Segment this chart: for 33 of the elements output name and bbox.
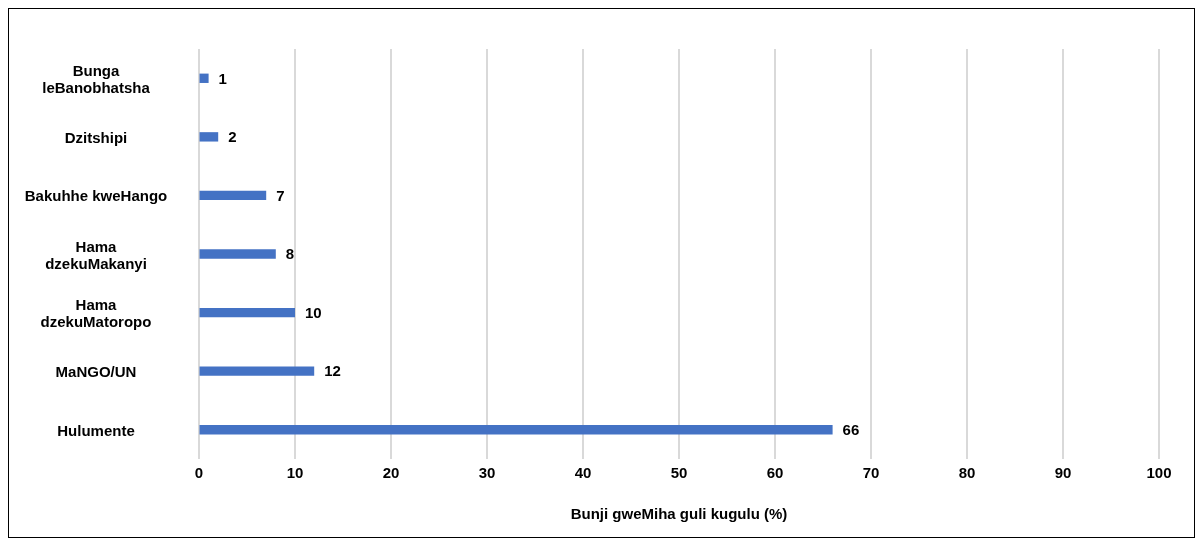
data-label: 8 bbox=[285, 245, 295, 263]
y-tick-label: Hulumente bbox=[57, 421, 135, 439]
x-tick-label: 10 bbox=[286, 463, 304, 481]
x-axis-title: Bunji gweMiha guli kugulu (%) bbox=[570, 505, 788, 522]
data-label: 7 bbox=[276, 186, 285, 204]
x-tick-label: 20 bbox=[382, 463, 400, 481]
data-label: 12 bbox=[324, 362, 341, 380]
bar bbox=[199, 132, 219, 142]
x-tick-label: 40 bbox=[574, 463, 592, 481]
bar bbox=[199, 307, 295, 318]
data-label: 10 bbox=[305, 303, 322, 321]
bar bbox=[199, 366, 315, 376]
bar bbox=[199, 73, 209, 83]
y-tick-label: Hama dzekuMakanyi bbox=[45, 237, 147, 271]
x-tick-label: 100 bbox=[1146, 463, 1172, 481]
x-tick-label: 50 bbox=[670, 463, 688, 481]
data-label: 2 bbox=[228, 128, 237, 146]
x-tick-label: 80 bbox=[958, 463, 976, 481]
bar bbox=[199, 249, 276, 259]
x-tick-label: 0 bbox=[194, 463, 204, 481]
y-tick-label: Hama dzekuMatoropo bbox=[40, 295, 152, 330]
y-tick-label: Bakuhhe kweHango bbox=[24, 186, 168, 204]
x-tick-label: 30 bbox=[478, 463, 496, 481]
bar bbox=[199, 190, 267, 201]
y-tick-label: Dzitshipi bbox=[64, 128, 128, 146]
y-tick-label: Bunga leBanobhatsha bbox=[42, 61, 151, 96]
data-label: 1 bbox=[218, 69, 227, 87]
data-label: 66 bbox=[842, 421, 860, 439]
x-tick-label: 70 bbox=[862, 463, 880, 481]
x-tick-label: 90 bbox=[1054, 463, 1072, 481]
y-tick-label: MaNGO/UN bbox=[55, 362, 137, 380]
x-tick-label: 60 bbox=[766, 463, 784, 481]
bar bbox=[199, 425, 833, 435]
